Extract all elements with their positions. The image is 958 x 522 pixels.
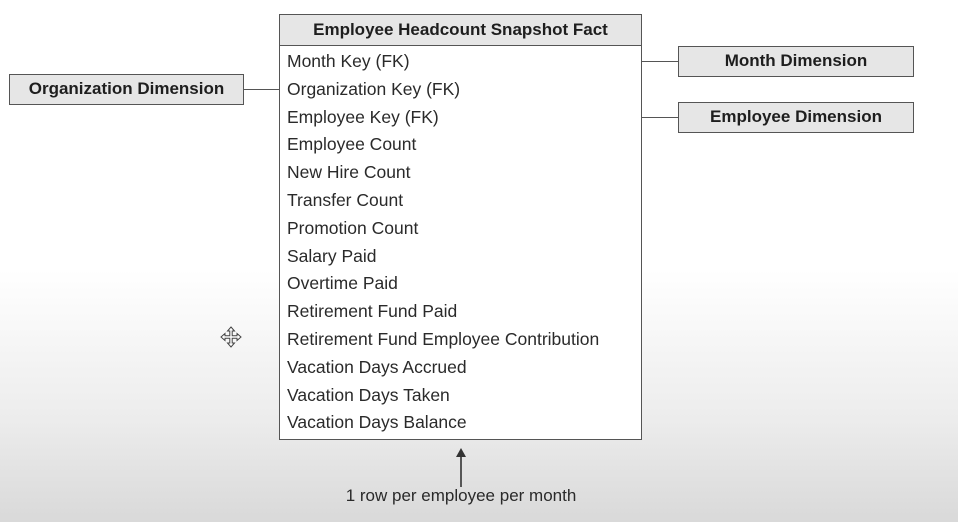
fact-attribute-vacation-days-taken: Vacation Days Taken (287, 384, 450, 405)
fact-attribute-transfer-count: Transfer Count (287, 189, 404, 210)
move-cursor-icon (220, 326, 242, 348)
month-dimension-label: Month Dimension (724, 51, 868, 70)
fact-table-attribute-list: Month Key (FK) Organization Key (FK) Emp… (280, 46, 641, 437)
month-connector-line (642, 61, 678, 62)
fact-attribute-retirement-fund-employee-contribution: Retirement Fund Employee Contribution (287, 328, 600, 349)
fact-attribute-promotion-count: Promotion Count (287, 217, 419, 238)
grain-note-text: 1 row per employee per month (345, 486, 577, 505)
fact-attribute-new-hire-count: New Hire Count (287, 162, 411, 183)
employee-connector-line (642, 117, 678, 118)
organization-connector-line (244, 89, 279, 90)
employee-dimension-label: Employee Dimension (710, 107, 882, 126)
fact-table-title: Employee Headcount Snapshot Fact (280, 15, 641, 46)
fact-attribute-salary-paid: Salary Paid (287, 245, 377, 266)
fact-attribute-employee-count: Employee Count (287, 134, 417, 155)
fact-attribute-overtime-paid: Overtime Paid (287, 273, 398, 294)
fact-table-box: Employee Headcount Snapshot Fact Month K… (279, 14, 642, 440)
fact-attribute-vacation-days-balance: Vacation Days Balance (287, 412, 467, 433)
fact-attribute-retirement-fund-paid: Retirement Fund Paid (287, 301, 458, 322)
fact-attribute-employee-key: Employee Key (FK) (287, 106, 439, 127)
fact-attribute-month-key: Month Key (FK) (287, 51, 410, 71)
grain-arrow-icon (456, 448, 466, 487)
fact-attribute-organization-key: Organization Key (FK) (287, 78, 461, 99)
organization-dimension-label: Organization Dimension (28, 79, 225, 98)
month-dimension-box: Month Dimension (678, 46, 914, 77)
fact-attribute-vacation-days-accrued: Vacation Days Accrued (287, 356, 467, 377)
organization-dimension-box: Organization Dimension (9, 74, 244, 105)
employee-dimension-box: Employee Dimension (678, 102, 914, 133)
